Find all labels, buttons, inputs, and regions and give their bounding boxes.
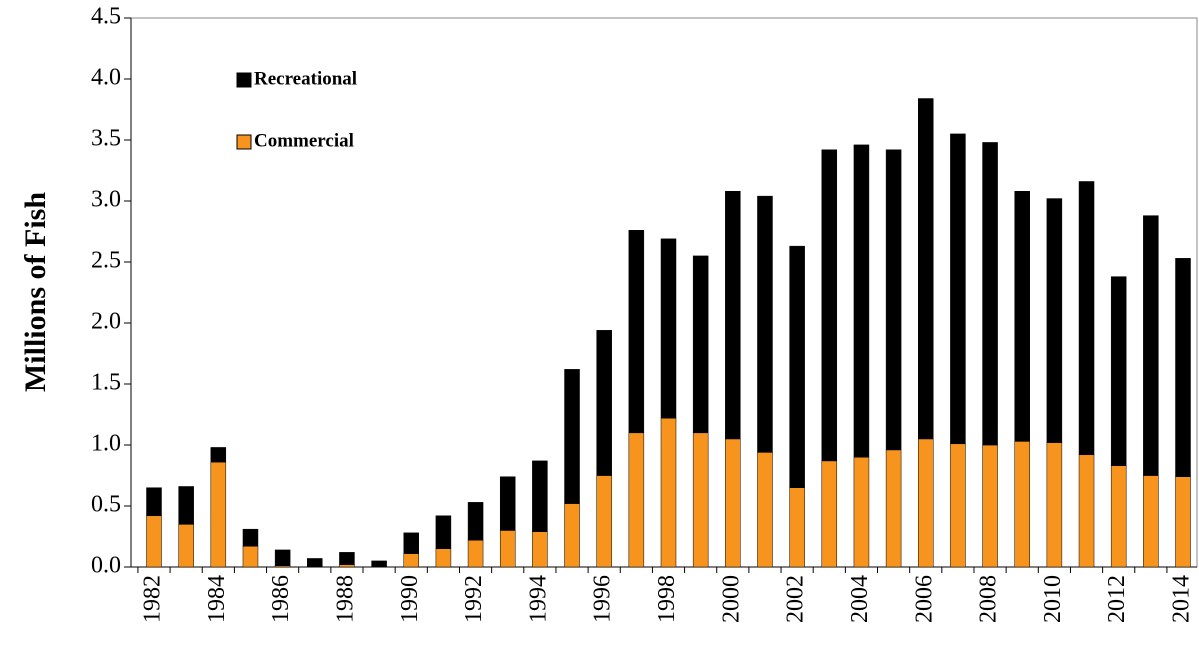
- y-axis-label: Millions of Fish: [19, 192, 52, 392]
- x-tick-label: 1984: [204, 575, 230, 623]
- y-tick-label: 4.5: [91, 4, 121, 30]
- bar-segment: [274, 549, 291, 567]
- bar-segment: [789, 487, 805, 568]
- x-tick-label: 2006: [911, 575, 937, 623]
- bar-segment: [146, 487, 162, 517]
- y-tick-label: 1.0: [91, 431, 121, 457]
- bar-segment: [532, 460, 548, 532]
- bar-segment: [1143, 475, 1159, 568]
- bar-segment: [982, 142, 998, 446]
- bar-segment: [628, 432, 645, 568]
- bar-segment: [821, 460, 838, 568]
- bar-segment: [371, 560, 387, 568]
- bar-segment: [178, 486, 194, 525]
- bar-segment: [885, 449, 902, 568]
- bar-segment: [596, 330, 612, 476]
- x-tick-label: 1990: [397, 575, 423, 623]
- x-tick-label: 2012: [1104, 575, 1130, 623]
- x-tick-label: 1994: [525, 575, 551, 623]
- bar-segment: [499, 530, 516, 568]
- bar-segment: [1175, 258, 1191, 477]
- x-tick-label: 1998: [654, 575, 680, 623]
- bar-segment: [1175, 476, 1191, 568]
- bar-segment: [1110, 465, 1127, 568]
- bar-segment: [628, 230, 645, 434]
- bar-segment: [499, 476, 516, 531]
- bar-segment: [821, 149, 838, 462]
- bar-segment: [467, 502, 484, 541]
- bar-segment: [1110, 276, 1127, 466]
- bar-segment: [403, 553, 419, 568]
- bar-segment: [692, 432, 709, 568]
- bar-segment: [950, 133, 966, 445]
- x-tick-label: 2000: [718, 575, 744, 623]
- bar-segment: [982, 444, 998, 568]
- legend-label: Recreational: [254, 68, 357, 89]
- y-tick-label: 3.0: [91, 187, 121, 213]
- bar-segment: [885, 149, 902, 451]
- y-tick-label: 2.0: [91, 309, 121, 335]
- x-tick-label: 2010: [1040, 575, 1066, 623]
- bar-segment: [789, 245, 805, 488]
- legend-swatch: [236, 72, 252, 88]
- x-tick-label: 1992: [461, 575, 487, 623]
- bar-segment: [950, 443, 966, 568]
- bar-segment: [435, 515, 452, 549]
- bar-segment: [210, 447, 227, 463]
- bar-segment: [242, 546, 259, 568]
- bar-segment: [435, 548, 452, 568]
- y-tick-label: 3.5: [91, 126, 121, 152]
- legend-label: Commercial: [254, 130, 354, 151]
- bar-segment: [1014, 441, 1030, 568]
- bar-segment: [178, 524, 194, 568]
- x-tick-label: 2014: [1169, 575, 1195, 623]
- x-tick-label: 1996: [590, 575, 616, 623]
- y-tick-label: 0.5: [91, 492, 121, 518]
- bar-segment: [564, 503, 580, 568]
- bar-segment: [725, 438, 741, 568]
- bar-segment: [660, 238, 677, 419]
- bar-segment: [339, 552, 355, 565]
- bar-segment: [757, 452, 773, 568]
- x-tick-label: 2004: [847, 575, 873, 623]
- x-tick-label: 2008: [976, 575, 1002, 623]
- x-tick-label: 2002: [783, 575, 809, 623]
- legend-swatch: [236, 134, 252, 150]
- y-tick-label: 0.0: [91, 553, 121, 579]
- bar-segment: [1078, 454, 1095, 568]
- bar-segment: [146, 515, 162, 568]
- y-tick-label: 1.5: [91, 370, 121, 396]
- x-tick-label: 1986: [268, 575, 294, 623]
- bar-segment: [467, 539, 484, 568]
- x-tick-label: 1988: [332, 575, 358, 623]
- bar-segment: [564, 369, 580, 504]
- bar-segment: [853, 144, 870, 458]
- bar-segment: [532, 531, 548, 568]
- bar-segment: [242, 528, 259, 547]
- bar-segment: [660, 417, 677, 568]
- bar-segment: [403, 532, 419, 554]
- bar-segment: [1046, 198, 1063, 443]
- bar-segment: [339, 564, 355, 568]
- bar-segment: [918, 438, 934, 568]
- bar-segment: [853, 456, 870, 568]
- bar-segment: [725, 190, 741, 440]
- y-tick-label: 4.0: [91, 65, 121, 91]
- bar-segment: [1143, 215, 1159, 476]
- bar-segment: [307, 558, 323, 568]
- bar-segment: [1014, 190, 1030, 442]
- bar-segment: [1046, 442, 1063, 568]
- bar-segment: [1078, 181, 1095, 456]
- bar-segment: [757, 195, 773, 453]
- y-tick-label: 2.5: [91, 248, 121, 274]
- x-tick-label: 1982: [140, 575, 166, 623]
- bar-segment: [692, 255, 709, 434]
- bar-segment: [210, 461, 227, 568]
- bar-segment: [596, 475, 612, 568]
- bar-segment: [918, 98, 934, 440]
